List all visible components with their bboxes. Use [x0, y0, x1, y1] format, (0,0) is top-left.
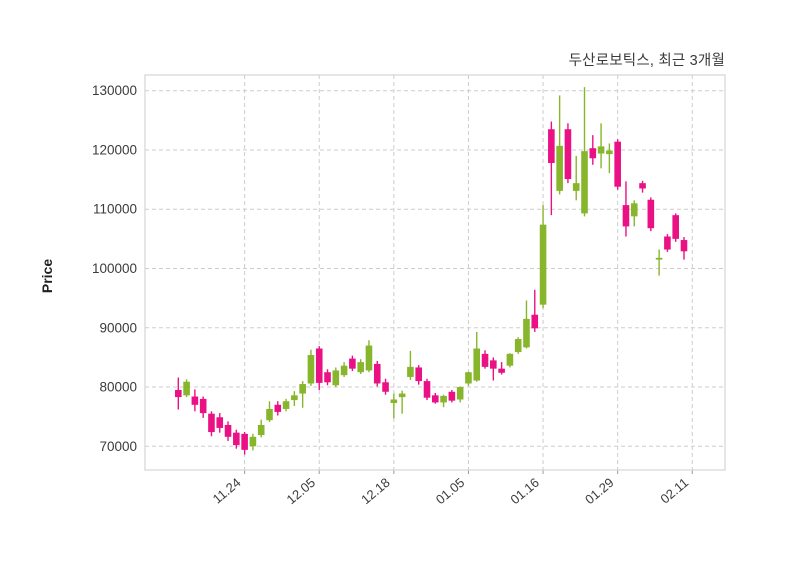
x-tick-label: 12.05	[284, 475, 319, 507]
candle-body	[423, 381, 431, 398]
y-tick-label: 90000	[99, 320, 137, 335]
candle-body	[340, 365, 348, 376]
candle-body	[614, 141, 621, 187]
candle-body	[357, 362, 364, 373]
candle-body	[473, 348, 481, 381]
y-tick-label: 80000	[99, 380, 137, 395]
candle-body	[481, 353, 489, 367]
candle-body	[191, 396, 199, 405]
candle-body	[572, 183, 580, 191]
candle-body	[415, 367, 423, 382]
candle-body	[257, 424, 265, 436]
candle-body	[440, 395, 447, 403]
candle-body	[365, 345, 373, 371]
plot-border	[144, 74, 726, 471]
candle-body	[465, 372, 472, 384]
candle-body	[233, 432, 240, 446]
candle-body	[680, 240, 688, 252]
y-axis-label: Price	[39, 258, 55, 294]
candle-body	[224, 424, 232, 437]
candle-body	[597, 146, 605, 154]
candle-body	[564, 129, 572, 180]
candle-body	[241, 433, 248, 450]
x-tick-label: 11.24	[210, 475, 244, 507]
candle-body	[539, 224, 547, 305]
candle-body	[581, 151, 588, 214]
x-tick-label: 01.29	[582, 475, 617, 507]
candle-body	[274, 404, 282, 412]
candle-body	[407, 366, 414, 377]
candle-body	[175, 389, 182, 398]
candle-body	[183, 381, 190, 396]
x-tick-label: 02.11	[657, 475, 691, 507]
candle-body	[647, 199, 655, 229]
candle-body	[490, 360, 497, 369]
candle-body	[506, 353, 514, 366]
y-tick-label: 70000	[99, 439, 137, 454]
candle-body	[655, 257, 663, 260]
candle-body	[299, 384, 306, 394]
candle-body	[324, 372, 331, 383]
y-tick-label: 130000	[92, 83, 137, 98]
x-tick-label: 01.16	[507, 475, 542, 507]
x-tick-label: 12.18	[358, 475, 393, 507]
candle-body	[282, 401, 290, 409]
y-tick-label: 110000	[93, 202, 137, 217]
y-tick-label: 100000	[92, 261, 137, 276]
candle-body	[431, 395, 439, 403]
candle-body	[456, 387, 464, 400]
candle-body	[589, 148, 597, 159]
candle-body	[556, 145, 563, 191]
chart-title: 두산로보틱스, 최근 3개월	[568, 53, 725, 69]
candle-body	[398, 393, 406, 398]
candle-body	[448, 391, 456, 401]
candle-body	[349, 358, 356, 369]
candle-body	[664, 236, 671, 250]
candle-body	[291, 395, 298, 401]
candle-body	[307, 355, 315, 384]
candle-body	[216, 417, 224, 428]
candle-body	[514, 339, 522, 353]
candle-body	[498, 368, 505, 373]
candle-body	[622, 205, 630, 227]
candle-body	[639, 183, 646, 189]
candle-body	[315, 348, 323, 383]
candle-body	[630, 203, 638, 217]
candle-body	[672, 215, 679, 239]
y-tick-label: 120000	[92, 142, 137, 157]
candle-body	[548, 129, 555, 164]
candle-body	[208, 413, 215, 433]
candle-body	[373, 363, 381, 384]
candle-body	[523, 318, 530, 348]
candle-body	[266, 408, 273, 421]
candle-body	[332, 370, 340, 386]
candle-body	[606, 150, 613, 155]
candle-body	[390, 399, 398, 404]
candle-body	[382, 382, 389, 392]
candle-body	[531, 314, 539, 329]
candle-body	[249, 436, 257, 447]
candle-body	[199, 398, 207, 414]
x-tick-label: 01.05	[433, 475, 468, 507]
